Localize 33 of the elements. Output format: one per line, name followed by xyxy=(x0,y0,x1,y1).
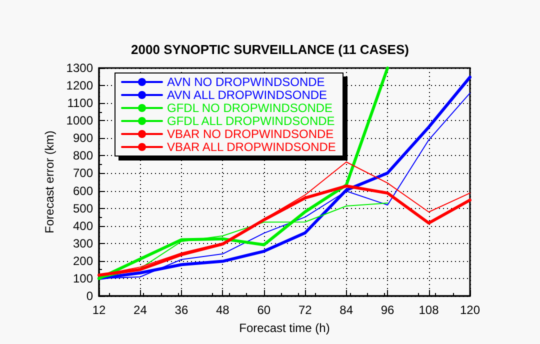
x-tick-label: 72 xyxy=(298,303,312,317)
legend-label: VBAR ALL DROPWINDSONDE xyxy=(167,140,336,154)
x-tick-label: 120 xyxy=(460,303,480,317)
x-tick-label: 60 xyxy=(257,303,271,317)
y-tick-label: 700 xyxy=(72,166,94,180)
legend-label: VBAR NO DROPWINDSONDE xyxy=(167,127,334,141)
y-tick-label: 900 xyxy=(72,131,94,146)
x-tick-label: 12 xyxy=(92,303,106,317)
y-tick-label: 200 xyxy=(72,254,94,268)
x-tick-label: 36 xyxy=(174,303,188,317)
y-tick-label: 600 xyxy=(72,184,94,198)
y-tick-label: 1200 xyxy=(66,78,94,93)
x-tick-label: 24 xyxy=(134,303,148,317)
y-tick-label: 1100 xyxy=(67,96,94,110)
x-axis-title: Forecast time (h) xyxy=(239,321,330,335)
y-tick-label: 500 xyxy=(72,201,94,216)
y-tick-label: 100 xyxy=(72,271,94,286)
y-tick-label: 0 xyxy=(86,289,94,303)
y-tick-label: 800 xyxy=(72,148,94,163)
y-axis-title: Forecast error (km) xyxy=(42,130,56,234)
y-tick-label: 1000 xyxy=(66,114,94,128)
legend-label: AVN NO DROPWINDSONDE xyxy=(167,75,325,89)
chart-title: 2000 SYNOPTIC SURVEILLANCE (11 CASES) xyxy=(131,42,409,57)
x-tick-label: 108 xyxy=(418,303,440,317)
legend-label: GFDL ALL DROPWINDSONDE xyxy=(167,114,335,128)
x-tick-label: 84 xyxy=(340,303,354,317)
y-tick-label: 400 xyxy=(72,218,94,233)
x-tick-label: 48 xyxy=(216,303,230,317)
legend-label: GFDL NO DROPWINDSONDE xyxy=(167,101,333,115)
legend-label: AVN ALL DROPWINDSONDE xyxy=(167,88,328,102)
y-tick-label: 300 xyxy=(72,236,94,250)
y-tick-label: 1300 xyxy=(66,61,94,75)
x-tick-label: 96 xyxy=(380,303,395,317)
